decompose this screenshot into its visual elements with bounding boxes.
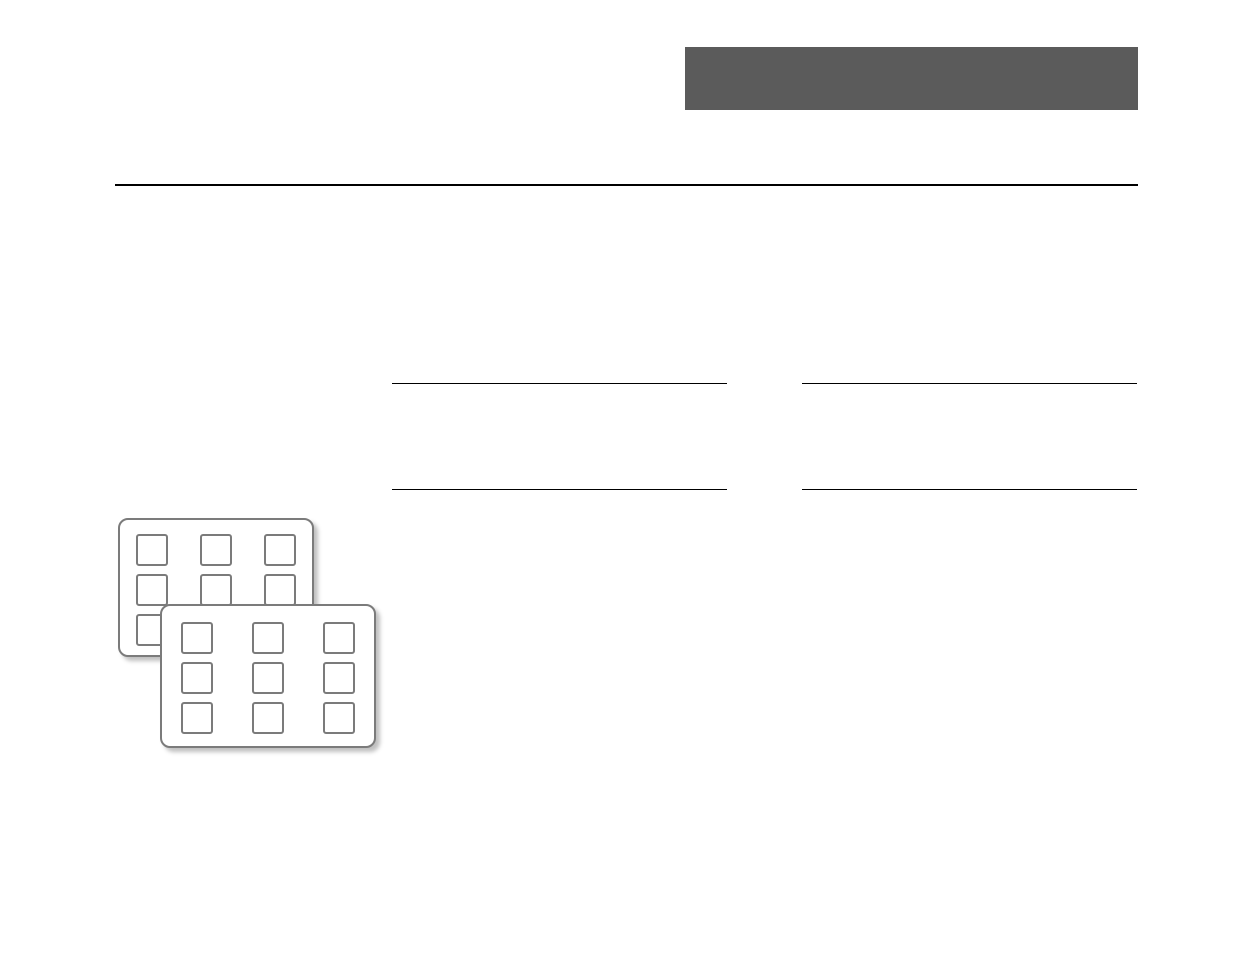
field-line-1-left[interactable] [392, 383, 727, 384]
field-line-2-left[interactable] [392, 489, 727, 490]
field-line-2-right[interactable] [802, 489, 1137, 490]
page [0, 0, 1235, 954]
field-line-1-right[interactable] [802, 383, 1137, 384]
title-underline [115, 184, 1138, 186]
card-front-icon [160, 604, 376, 748]
cards-icon [118, 518, 378, 753]
header-banner [685, 47, 1138, 110]
